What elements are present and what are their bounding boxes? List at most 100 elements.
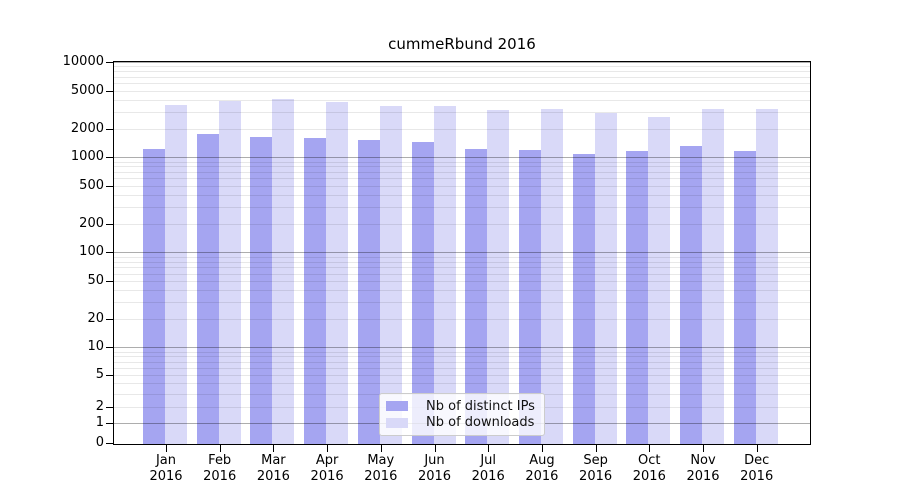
bar-distinct-ips-jun (411, 141, 434, 444)
x-tick-label-jan: Jan 2016 (149, 453, 183, 484)
x-tick-label-jul: Jul 2016 (471, 453, 505, 484)
bar-downloads-mar (272, 98, 295, 444)
x-tick-label-sep: Sep 2016 (579, 453, 613, 484)
gridline-major-10000 (114, 62, 810, 63)
x-tick-label-aug: Aug 2016 (525, 453, 559, 484)
y-tick-label-2: 2 (95, 398, 104, 414)
bar-downloads-oct (648, 117, 671, 444)
y-tick-100 (106, 252, 113, 254)
y-tick-label-50: 50 (87, 273, 104, 289)
y-tick-label-10: 10 (87, 339, 104, 355)
y-tick-0 (106, 443, 113, 444)
y-tick-10000 (106, 62, 113, 63)
legend: Nb of distinct IPs Nb of downloads (379, 393, 545, 436)
x-tick-feb (219, 445, 221, 452)
y-tick-label-5: 5 (95, 366, 104, 382)
gridline-major-100 (114, 252, 810, 254)
gridline-minor-90 (114, 256, 810, 258)
bar-distinct-ips-jan (143, 148, 165, 444)
gridline-minor-500 (114, 185, 810, 187)
y-tick-2 (106, 406, 113, 408)
legend-item-downloads: Nb of downloads (386, 415, 536, 432)
bar-distinct-ips-apr (304, 137, 327, 444)
bar-distinct-ips-nov (680, 145, 702, 444)
gridline-minor-40 (114, 290, 810, 292)
x-tick-jan (166, 445, 167, 452)
y-tick-500 (106, 185, 113, 187)
gridline-minor-7000 (114, 76, 810, 78)
bar-downloads-sep (594, 113, 617, 444)
gridline-minor-300 (114, 207, 810, 209)
gridline-minor-8 (114, 356, 810, 358)
gridline-minor-900 (114, 161, 810, 163)
y-tick-2000 (106, 128, 113, 130)
y-tick-label-0: 0 (95, 435, 104, 450)
gridline-minor-60 (114, 273, 810, 275)
gridline-minor-6000 (114, 83, 810, 85)
gridline-minor-5 (114, 374, 810, 376)
y-tick-label-5000: 5000 (70, 82, 104, 98)
y-tick-label-2000: 2000 (70, 120, 104, 136)
y-tick-label-1: 1 (95, 415, 104, 431)
y-tick-1 (106, 423, 113, 425)
gridline-minor-8000 (114, 71, 810, 73)
x-tick-oct (649, 445, 651, 452)
x-tick-aug (541, 445, 543, 452)
gridline-minor-9 (114, 351, 810, 353)
bar-distinct-ips-feb (196, 134, 219, 444)
gridline-minor-80 (114, 261, 810, 263)
bar-distinct-ips-oct (626, 150, 649, 444)
x-tick-dec (756, 445, 758, 452)
plot-area: Nb of distinct IPs Nb of downloads (113, 61, 811, 445)
gridline-minor-600 (114, 178, 810, 180)
gridline-minor-70 (114, 267, 810, 269)
y-tick-label-20: 20 (87, 310, 104, 326)
x-tick-sep (595, 445, 597, 452)
x-tick-jul (488, 445, 490, 452)
x-tick-label-apr: Apr 2016 (310, 453, 344, 484)
bar-downloads-dec (755, 109, 778, 444)
gridline-minor-20 (114, 318, 810, 320)
y-tick-label-500: 500 (79, 177, 104, 193)
bar-downloads-feb (218, 100, 241, 444)
bar-distinct-ips-mar (250, 136, 273, 444)
y-tick-label-10000: 10000 (62, 54, 104, 69)
bar-downloads-aug (540, 109, 563, 444)
bar-downloads-nov (702, 108, 724, 444)
x-tick-may (380, 445, 382, 452)
x-tick-jun (434, 445, 436, 452)
y-tick-1000 (106, 157, 113, 159)
legend-swatch-downloads (386, 417, 408, 428)
gridline-minor-4 (114, 383, 810, 385)
gridline-minor-9000 (114, 66, 810, 68)
bar-distinct-ips-jul (465, 149, 488, 444)
x-tick-label-may: May 2016 (364, 453, 398, 484)
chart-title: cummeRbund 2016 (388, 35, 536, 53)
bar-downloads-jul (487, 109, 510, 444)
gridline-minor-2000 (114, 128, 810, 130)
y-tick-5000 (106, 90, 113, 92)
gridline-minor-50 (114, 281, 810, 283)
legend-swatch-distinct-ips (386, 401, 408, 412)
legend-label-downloads: Nb of downloads (426, 415, 535, 431)
x-tick-nov (703, 445, 704, 452)
gridline-minor-800 (114, 166, 810, 168)
y-tick-20 (106, 318, 113, 320)
x-tick-label-jun: Jun 2016 (417, 453, 452, 484)
gridline-major-1000 (114, 157, 810, 159)
x-tick-label-mar: Mar 2016 (256, 453, 290, 484)
x-tick-mar (273, 445, 275, 452)
y-tick-label-200: 200 (79, 215, 104, 231)
x-tick-label-oct: Oct 2016 (632, 453, 666, 484)
gridline-minor-400 (114, 195, 810, 197)
x-tick-label-feb: Feb 2016 (203, 453, 237, 484)
legend-label-distinct-ips: Nb of distinct IPs (426, 398, 535, 414)
y-tick-50 (106, 281, 113, 283)
bar-downloads-jun (433, 105, 456, 444)
gridline-minor-200 (114, 223, 810, 225)
x-tick-apr (327, 445, 329, 452)
grid-layer (114, 62, 810, 444)
